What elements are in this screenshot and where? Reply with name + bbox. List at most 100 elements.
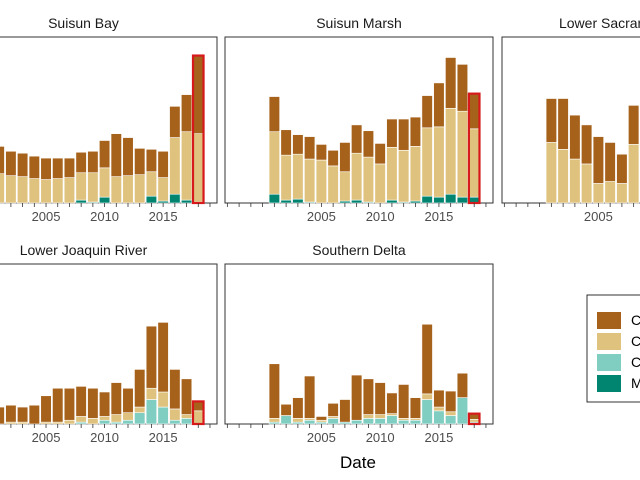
bar-segment: [268, 96, 280, 133]
bar-segment: [433, 82, 445, 128]
bar-segment: [157, 406, 169, 425]
bar-segment: [5, 150, 17, 176]
legend-swatch: [597, 375, 621, 392]
x-tick-label: 2015: [149, 209, 178, 224]
bar-segment: [157, 150, 169, 178]
bar-segment: [157, 322, 169, 393]
bar-segment: [110, 382, 122, 415]
bar-segment: [386, 415, 398, 425]
bar-segment: [456, 196, 469, 204]
bar-segment: [292, 153, 304, 200]
bar-segment: [569, 114, 581, 160]
bar-segment: [192, 55, 204, 134]
bar-segment: [445, 193, 457, 204]
bar-segment: [157, 177, 169, 202]
bar-segment: [134, 406, 146, 414]
bar-segment: [5, 175, 17, 204]
bar-segment: [351, 152, 363, 201]
bar-segment: [327, 418, 339, 425]
bar-segment: [409, 419, 422, 425]
bar-segment: [28, 404, 40, 425]
legend-swatch: [597, 354, 621, 371]
bar-segment: [315, 159, 327, 204]
bar-segment: [592, 136, 604, 184]
bar-segment: [569, 158, 581, 204]
bar-segment: [17, 176, 29, 204]
bar-segment: [280, 154, 292, 201]
bar-segment: [304, 419, 316, 425]
bar-segment: [362, 130, 374, 158]
panels-layer: Suisun Bay 2005 2010 2015 Suisun Marsh 2005 20…: [0, 15, 640, 445]
bar-segment: [145, 148, 157, 173]
bar-segment: [99, 416, 111, 421]
bar-segment: [99, 419, 111, 425]
bar-segment: [17, 406, 29, 423]
bar-segment: [445, 57, 457, 109]
bar-segment: [304, 375, 316, 419]
bar-segment: [304, 158, 316, 203]
bar-segment: [421, 393, 433, 400]
x-tick-label: 2010: [366, 430, 395, 445]
x-tick-label: 2005: [307, 209, 336, 224]
bar-segment: [433, 389, 445, 408]
bar-segment: [628, 144, 640, 204]
bar-segment: [169, 193, 181, 204]
bar-segment: [180, 94, 193, 133]
bar-segment: [409, 146, 422, 202]
bar-segment: [75, 151, 87, 174]
bar-segment: [192, 133, 204, 203]
bar-segment: [180, 199, 193, 204]
bar-segment: [87, 150, 99, 174]
bar-segment: [374, 414, 386, 419]
bar-segment: [99, 167, 111, 198]
bar-segment: [351, 124, 363, 154]
bar-segment: [351, 419, 363, 425]
bar-segment: [40, 157, 52, 180]
bar-segment: [604, 181, 616, 204]
x-tick-label: 2015: [424, 209, 453, 224]
facet-title: Lower Sacramento River: [559, 15, 640, 31]
bar-segment: [386, 147, 398, 201]
bar-segment: [134, 412, 146, 425]
bar-segment: [409, 116, 422, 147]
bar-segment: [292, 134, 304, 155]
bar-segment: [362, 418, 374, 425]
bar-segment: [421, 127, 433, 197]
legend-label: C: [631, 333, 640, 349]
bar-segment: [122, 419, 134, 425]
bar-segment: [75, 172, 87, 201]
x-tick-label: 2010: [90, 209, 119, 224]
bar-segment: [280, 129, 292, 156]
bar-segment: [421, 195, 433, 204]
x-tick-label: 2005: [32, 209, 61, 224]
bar-segment: [169, 419, 181, 425]
bar-segment: [180, 378, 193, 415]
bar-segment: [122, 412, 134, 421]
bar-segment: [616, 153, 628, 184]
bar-segment: [386, 199, 398, 204]
bar-segment: [157, 391, 169, 408]
bar-segment: [75, 386, 87, 417]
bar-segment: [122, 137, 134, 176]
bar-segment: [421, 399, 433, 425]
x-tick-label: 2005: [32, 430, 61, 445]
bar-segment: [280, 199, 292, 204]
bar-segment: [122, 175, 134, 204]
bar-segment: [268, 418, 280, 423]
bar-segment: [456, 110, 469, 198]
bar-segment: [268, 193, 280, 204]
bar-segment: [87, 387, 99, 419]
bar-segment: [0, 406, 5, 425]
bar-segment: [445, 411, 457, 416]
bar-segment: [386, 392, 398, 414]
bar-segment: [63, 157, 76, 178]
bar-segment: [315, 416, 327, 421]
bar-segment: [110, 176, 122, 204]
bar-segment: [75, 199, 87, 204]
bar-segment: [122, 387, 134, 414]
bar-segment: [581, 163, 593, 204]
bar-segment: [362, 414, 374, 419]
